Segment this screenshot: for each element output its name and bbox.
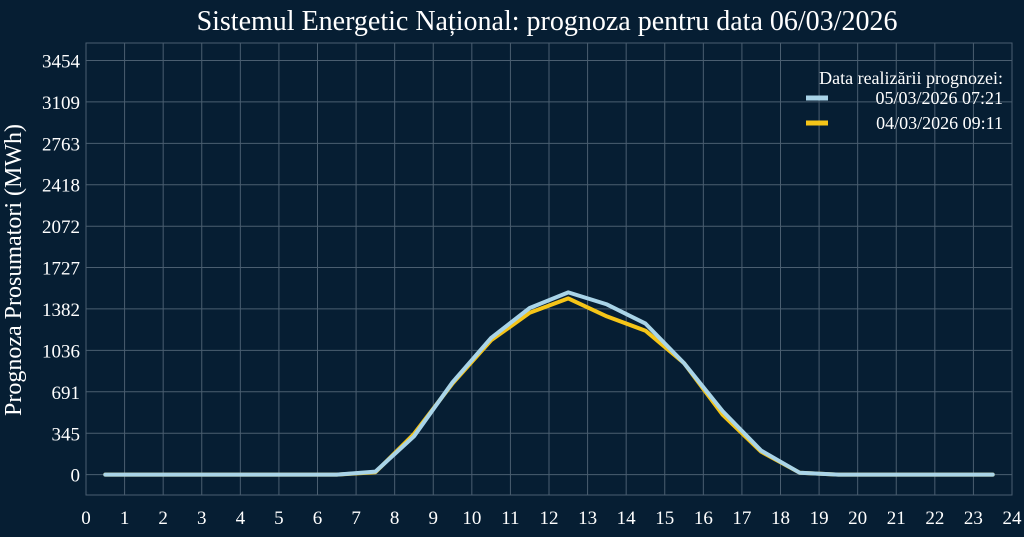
x-tick-label: 22 [925,508,944,529]
legend-entry-label: 04/03/2026 09:11 [876,113,1003,133]
x-tick-label: 16 [694,508,713,529]
x-tick-label: 2 [158,508,168,529]
x-tick-label: 23 [964,508,983,529]
chart-title: Sistemul Energetic Național: prognoza pe… [197,6,898,37]
grid [85,42,1013,496]
x-tick-label: 21 [887,508,906,529]
x-tick-label: 5 [274,508,284,529]
axes: 0 1 2 3 4 5 6 7 8 9 10 11 12 13 14 15 16 17 18 19 20 21 22 23 24… [42,52,1022,529]
x-tick-label: 9 [429,508,439,529]
x-tick-label: 0 [81,508,91,529]
x-tick-label: 18 [771,508,790,529]
x-tick-label: 6 [313,508,323,529]
series-line-2 [103,290,995,477]
x-tick-label: 19 [810,508,829,529]
x-tick-label: 14 [617,508,637,529]
x-tick-label: 1 [120,508,130,529]
y-tick-label: 2072 [42,217,80,238]
legend-title: Data realizării prognozei: [819,68,1003,88]
legend-entry-label: 05/03/2026 07:21 [875,88,1003,108]
x-tick-label: 10 [462,508,481,529]
series-lines [103,290,995,477]
x-tick-label: 17 [732,508,751,529]
x-tick-label: 20 [848,508,867,529]
x-tick-label: 15 [655,508,674,529]
y-tick-label: 1382 [42,300,80,321]
x-tick-label: 12 [540,508,559,529]
y-tick-label: 3454 [42,52,81,73]
x-tick-label: 4 [236,508,246,529]
y-tick-label: 0 [71,466,81,487]
x-tick-label: 13 [578,508,597,529]
y-tick-label: 1036 [42,341,80,362]
x-tick-label: 11 [501,508,519,529]
y-axis-label: Prognoza Prosumatori (MWh) [1,124,27,416]
x-tick-label: 7 [351,508,361,529]
x-tick-label: 8 [390,508,400,529]
x-tick-label: 3 [197,508,207,529]
x-tick-label: 24 [1003,508,1023,529]
y-tick-label: 691 [52,383,81,404]
y-tick-label: 2418 [42,176,80,197]
legend: Data realizării prognozei: 05/03/2026 07… [806,68,1003,133]
y-tick-label: 1727 [42,259,80,280]
y-tick-label: 2763 [42,134,80,155]
y-tick-label: 3109 [42,93,80,114]
y-tick-label: 345 [52,424,81,445]
